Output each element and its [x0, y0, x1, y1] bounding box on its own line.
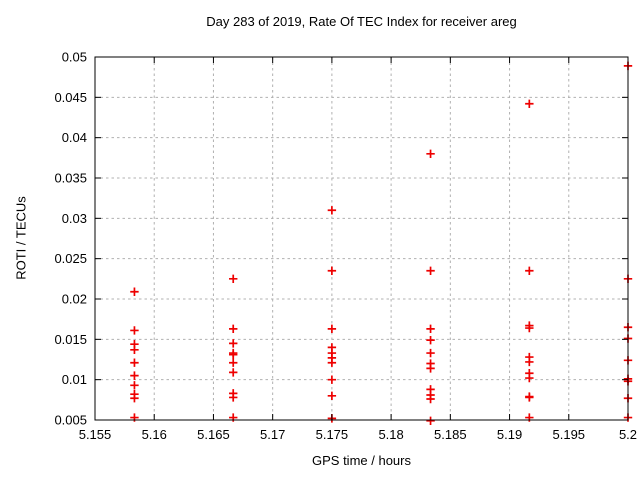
data-point-marker: [426, 324, 435, 334]
data-point-marker: [229, 358, 238, 367]
x-tick-label: 5.18: [378, 427, 403, 442]
x-tick-label: 5.17: [260, 427, 285, 442]
y-tick-label: 0.01: [62, 372, 87, 387]
data-point-marker: [525, 393, 534, 402]
data-point-marker: [525, 266, 534, 275]
y-tick-label: 0.05: [62, 50, 87, 65]
data-point-marker: [130, 413, 139, 422]
data-point-marker: [426, 266, 435, 275]
data-point-marker: [525, 99, 534, 108]
x-tick-label: 5.175: [316, 427, 349, 442]
data-point-marker: [525, 413, 534, 422]
x-tick-label: 5.2: [619, 427, 637, 442]
data-point-marker: [229, 350, 238, 359]
data-point-marker: [327, 358, 337, 367]
data-point-marker: [130, 381, 139, 390]
data-point-marker: [229, 368, 238, 377]
x-tick-label: 5.19: [497, 427, 522, 442]
data-point-marker: [229, 339, 238, 348]
data-point-marker: [327, 324, 337, 334]
data-point-marker: [130, 371, 139, 380]
data-point-marker: [327, 266, 337, 275]
data-point-marker: [229, 413, 238, 422]
x-tick-label: 5.165: [197, 427, 230, 442]
data-point-marker: [130, 326, 139, 335]
data-point-marker: [130, 394, 139, 403]
data-point-marker: [327, 206, 337, 215]
data-point-marker: [426, 394, 435, 404]
data-point-marker: [327, 375, 337, 384]
x-axis-label: GPS time / hours: [312, 453, 411, 468]
y-tick-label: 0.03: [62, 211, 87, 226]
data-point-marker: [229, 393, 238, 402]
x-tick-label: 5.195: [553, 427, 586, 442]
data-point-marker: [426, 335, 435, 345]
data-point-marker: [130, 358, 139, 367]
data-point-marker: [130, 345, 139, 355]
data-point-marker: [229, 274, 238, 284]
chart-title: Day 283 of 2019, Rate Of TEC Index for r…: [206, 14, 517, 29]
y-tick-label: 0.015: [54, 332, 87, 347]
plot-border: [94, 56, 629, 421]
data-point-marker: [525, 357, 534, 367]
data-point-marker: [426, 149, 435, 158]
data-point-marker: [525, 323, 534, 333]
data-point-marker: [327, 391, 337, 400]
y-tick-label: 0.025: [54, 251, 87, 266]
data-point-marker: [130, 287, 139, 296]
data-point-marker: [229, 324, 238, 334]
y-tick-label: 0.04: [62, 130, 87, 145]
data-point-marker: [426, 364, 435, 373]
data-point-marker: [525, 373, 534, 383]
x-tick-label: 5.16: [142, 427, 167, 442]
y-tick-label: 0.005: [54, 413, 87, 428]
data-point-marker: [426, 416, 435, 426]
x-tick-label: 5.185: [434, 427, 467, 442]
y-tick-label: 0.035: [54, 171, 87, 186]
y-tick-label: 0.02: [62, 292, 87, 307]
y-tick-label: 0.045: [54, 90, 87, 105]
data-point-marker: [426, 348, 435, 358]
x-tick-label: 5.155: [79, 427, 112, 442]
